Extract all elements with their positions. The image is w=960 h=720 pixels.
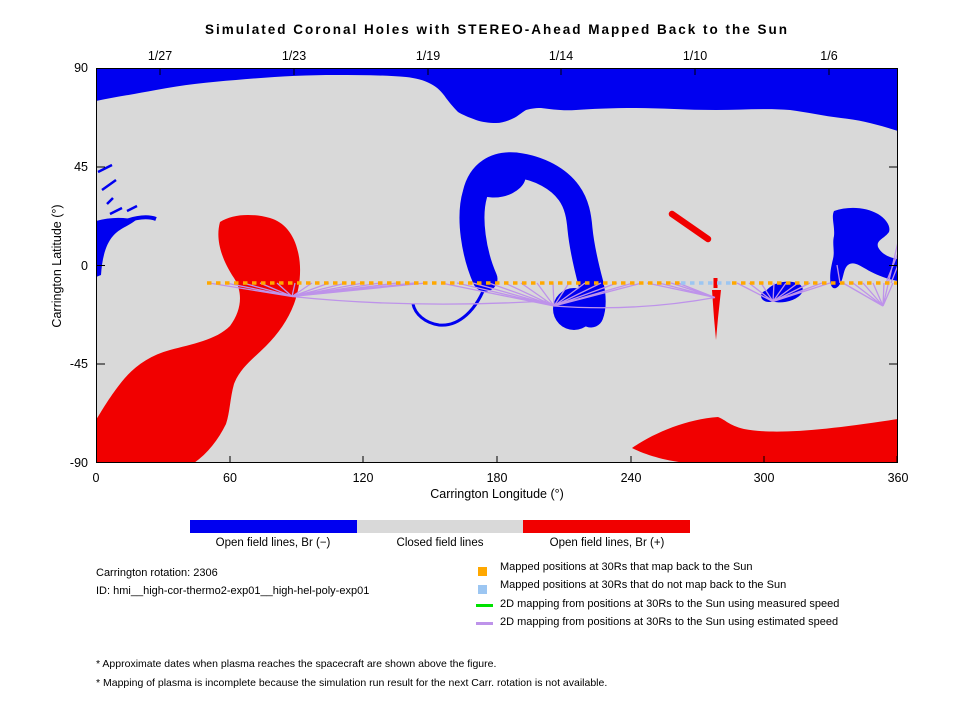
colorbar-open-negative [190, 520, 357, 533]
figure-title: Simulated Coronal Holes with STEREO-Ahea… [204, 22, 790, 37]
legend-item: 2D mapping from positions at 30Rs to the… [476, 598, 839, 610]
legend-label: 2D mapping from positions at 30Rs to the… [500, 598, 840, 610]
colorbar-label-closed: Closed field lines [396, 537, 484, 549]
x-tick-label: 240 [620, 471, 642, 485]
field-colorbar [190, 520, 690, 533]
y-axis-title: Carrington Latitude (°) [50, 204, 64, 328]
diagonal-streak [668, 210, 712, 243]
legend-item: Mapped positions at 30Rs that do not map… [476, 579, 786, 594]
y-tick-label: -45 [69, 357, 88, 371]
vertical-streak [712, 290, 721, 340]
mapped-not-back-swatch-icon [478, 585, 487, 594]
colorbar-label-negative: Open field lines, Br (−) [215, 537, 331, 549]
left-hook-arm [125, 215, 157, 223]
measured-speed-line-icon [476, 604, 493, 607]
horseshoe-coronal-hole-band [459, 152, 606, 328]
y-tick-label: 45 [74, 160, 88, 174]
coronal-hole-map [95, 68, 899, 463]
legend-label: Mapped positions at 30Rs that do not map… [500, 579, 787, 591]
legend-label: Mapped positions at 30Rs that map back t… [500, 561, 753, 573]
x-tick-label: 360 [887, 471, 909, 485]
open-field-negative-regions [96, 68, 898, 330]
carrington-rotation-text: Carrington rotation: 2306 [96, 567, 218, 579]
x-tick-label: 60 [223, 471, 237, 485]
estimated-speed-mapping-lines [208, 241, 899, 309]
footnote: * Mapping of plasma is incomplete becaus… [96, 677, 608, 689]
x-tick-label: 0 [92, 471, 100, 485]
open-field-positive-regions [96, 210, 898, 463]
x-axis-title: Carrington Longitude (°) [430, 487, 564, 501]
y-tick-label: 0 [81, 259, 88, 273]
south-east-coronal-hole [632, 417, 898, 463]
plot-frame [96, 68, 898, 463]
horseshoe-south-blob [553, 288, 595, 330]
horseshoe-north-lobe [472, 162, 526, 198]
colorbar-open-positive [523, 520, 690, 533]
left-thin-streaks [97, 163, 138, 216]
legend-item: 2D mapping from positions at 30Rs to the… [476, 616, 838, 628]
top-date-label: 1/23 [281, 49, 307, 63]
x-tick-label: 120 [352, 471, 374, 485]
colorbar-label-positive: Open field lines, Br (+) [549, 537, 665, 549]
s-shaped-southern-coronal-hole [96, 214, 301, 463]
top-date-label: 1/10 [682, 49, 708, 63]
estimated-speed-line-icon [476, 622, 493, 625]
horseshoe-tail [411, 280, 489, 327]
dog-head-coronal-hole [830, 207, 898, 289]
north-polar-coronal-hole [96, 68, 898, 131]
colorbar-closed [357, 520, 523, 533]
carrington-map-plot [95, 68, 899, 463]
run-id-text: ID: hmi__high-cor-thermo2-exp01__high-he… [96, 585, 370, 597]
top-date-label: 1/19 [415, 49, 441, 63]
vertical-streak-top [713, 278, 718, 288]
mapped-back-swatch-icon [478, 567, 487, 576]
top-date-label: 1/14 [548, 49, 574, 63]
x-tick-label: 300 [753, 471, 775, 485]
legend-label: 2D mapping from positions at 30Rs to the… [500, 616, 839, 628]
y-tick-label: -90 [69, 456, 88, 470]
x-tick-label: 180 [486, 471, 508, 485]
y-tick-label: 90 [74, 61, 88, 75]
footnote: * Approximate dates when plasma reaches … [96, 658, 497, 670]
left-edge-hook [96, 217, 136, 277]
top-date-label: 1/6 [820, 49, 838, 63]
legend-item: Mapped positions at 30Rs that map back t… [476, 561, 753, 576]
top-date-label: 1/27 [147, 49, 173, 63]
